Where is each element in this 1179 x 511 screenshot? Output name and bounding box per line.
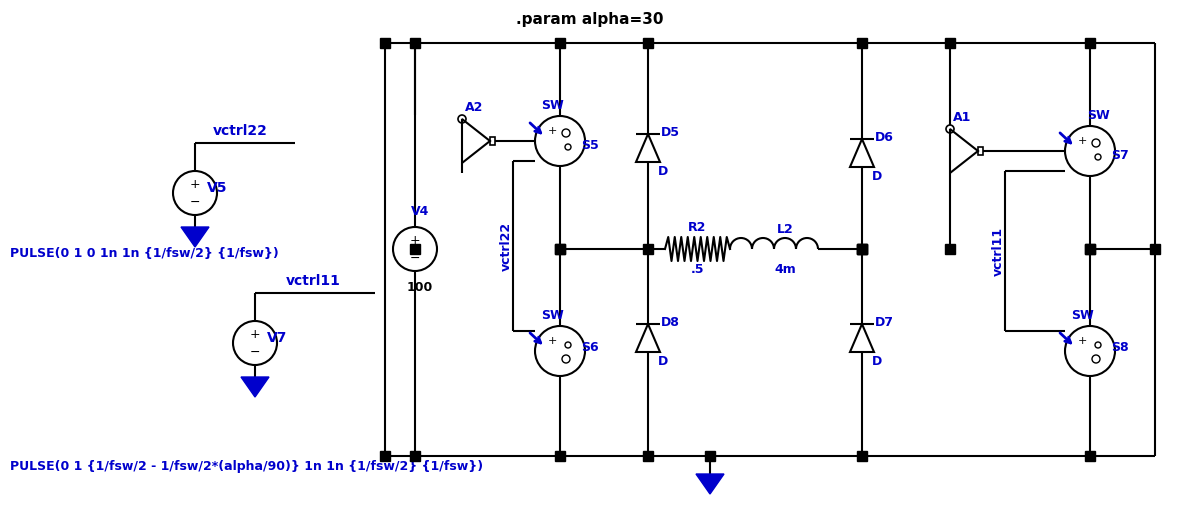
Text: D: D: [872, 355, 882, 367]
Text: SW: SW: [541, 99, 564, 111]
Text: vctrl11: vctrl11: [285, 274, 341, 288]
Text: D5: D5: [660, 126, 679, 138]
Polygon shape: [182, 227, 209, 247]
Text: SW: SW: [541, 309, 564, 321]
Polygon shape: [696, 474, 724, 494]
Text: vctrl22: vctrl22: [212, 124, 268, 138]
Text: +: +: [190, 177, 200, 191]
Text: vctrl11: vctrl11: [992, 226, 1005, 275]
Text: A2: A2: [465, 101, 483, 113]
Polygon shape: [241, 377, 269, 397]
Text: D8: D8: [660, 315, 679, 329]
Text: D: D: [872, 170, 882, 182]
Text: PULSE(0 1 0 1n 1n {1/fsw/2} {1/fsw}): PULSE(0 1 0 1n 1n {1/fsw/2} {1/fsw}): [9, 246, 278, 260]
Text: +: +: [1078, 336, 1087, 346]
Text: R2: R2: [687, 221, 706, 234]
Text: +: +: [1078, 136, 1087, 146]
Text: +: +: [547, 336, 556, 346]
Text: S6: S6: [581, 340, 599, 354]
Text: +: +: [250, 328, 261, 340]
Text: S8: S8: [1111, 340, 1128, 354]
Text: D6: D6: [875, 130, 894, 144]
Text: SW: SW: [1087, 108, 1109, 122]
Text: 100: 100: [407, 281, 433, 293]
Text: .param alpha=30: .param alpha=30: [516, 12, 664, 27]
Text: PULSE(0 1 {1/fsw/2 - 1/fsw/2*(alpha/90)} 1n 1n {1/fsw/2} {1/fsw}): PULSE(0 1 {1/fsw/2 - 1/fsw/2*(alpha/90)}…: [9, 459, 483, 473]
Text: A1: A1: [953, 110, 971, 124]
Text: S7: S7: [1111, 149, 1128, 161]
Text: SW: SW: [1071, 309, 1093, 321]
Text: 4m: 4m: [775, 263, 796, 275]
Text: D: D: [658, 355, 668, 367]
Text: V5: V5: [206, 181, 228, 195]
Text: S5: S5: [581, 138, 599, 151]
Text: D: D: [658, 165, 668, 177]
Text: D7: D7: [875, 315, 894, 329]
Text: −: −: [250, 345, 261, 359]
Text: vctrl22: vctrl22: [500, 221, 513, 270]
Text: −: −: [410, 251, 420, 265]
Text: V4: V4: [410, 204, 429, 218]
Text: +: +: [547, 126, 556, 136]
Text: L2: L2: [777, 222, 793, 236]
Text: +: +: [409, 234, 420, 246]
Text: −: −: [190, 196, 200, 208]
Text: V7: V7: [266, 331, 288, 345]
Text: .5: .5: [690, 263, 704, 275]
